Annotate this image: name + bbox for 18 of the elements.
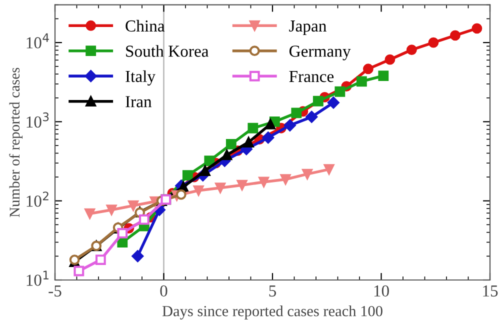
- y-axis-title: Number of reported cases: [9, 68, 23, 218]
- legend-label: China: [126, 20, 165, 32]
- x-tick-label: 5: [269, 286, 276, 297]
- legend-label: France: [289, 71, 334, 82]
- x-tick-label: 15: [483, 285, 498, 297]
- legend-label: South Korea: [126, 45, 209, 57]
- x-tick-label: 10: [374, 285, 389, 297]
- x-axis-title: Days since reported cases reach 100: [162, 306, 382, 320]
- y-tick-label: 10$^{3}$: [26, 112, 49, 128]
- y-tick-label: 10$^{4}$: [26, 33, 49, 48]
- x-tick-label: -5: [48, 286, 62, 297]
- y-tick-label: 10$^{2}$: [26, 192, 48, 207]
- legend-label: Italy: [126, 70, 156, 86]
- y-tick-label: 10$^{1}$: [26, 270, 48, 286]
- legend-label: Germany: [289, 46, 351, 60]
- x-tick-label: 0: [160, 285, 168, 297]
- legend-label: Iran: [126, 96, 152, 108]
- legend-label: Japan: [289, 20, 326, 36]
